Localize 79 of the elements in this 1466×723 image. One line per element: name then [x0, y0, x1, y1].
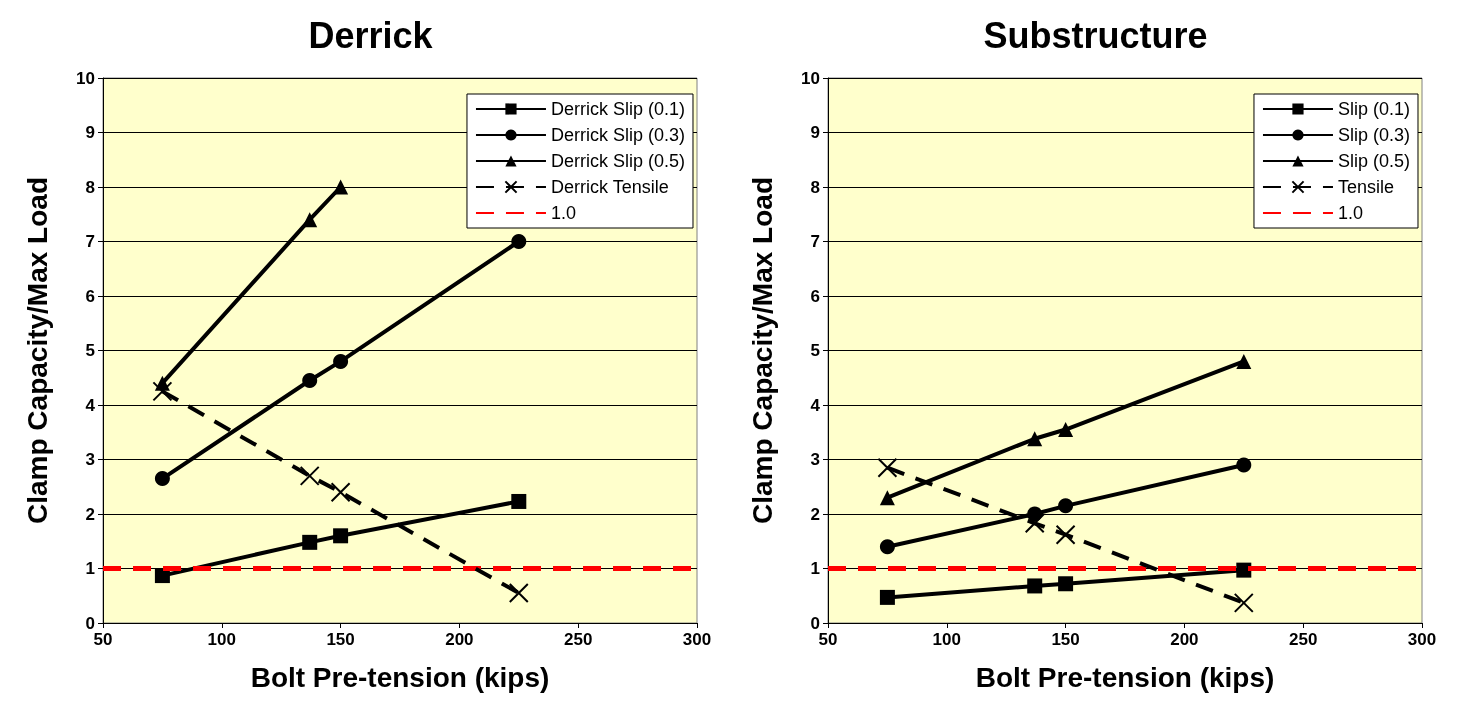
y-tick-label: 10: [76, 68, 95, 88]
y-axis-title: Clamp Capacity/Max Load: [21, 177, 53, 524]
x-tick-label: 50: [818, 630, 838, 649]
point: [1236, 457, 1252, 473]
x-tick-label: 200: [445, 630, 474, 649]
legend-label: 1.0: [550, 203, 577, 223]
x-tick-label: 250: [1289, 630, 1318, 649]
y-tick-label: 2: [85, 504, 95, 524]
point: [1027, 578, 1043, 594]
legend-label: Slip (0.3): [1337, 125, 1410, 145]
chart-title: Substructure: [983, 14, 1208, 56]
point: [1058, 422, 1074, 438]
y-tick-label: 10: [801, 68, 820, 88]
point: [879, 539, 895, 555]
point: [302, 372, 318, 388]
y-tick-label: 3: [85, 450, 95, 469]
y-tick-label: 0: [810, 613, 820, 633]
x-tick-label: 200: [1170, 630, 1199, 649]
legend-label: Derrick Tensile: [550, 177, 669, 197]
legend-label: 1.0: [1337, 203, 1363, 223]
y-tick-label: 4: [85, 395, 96, 415]
y-tick-label: 9: [810, 123, 820, 142]
point: [877, 457, 898, 478]
y-tick-label: 0: [85, 613, 95, 633]
point: [1027, 431, 1043, 447]
x-tick-label: 150: [326, 630, 355, 649]
point: [1236, 562, 1252, 578]
y-tick-label: 3: [810, 450, 820, 469]
point: [333, 353, 349, 369]
point: [333, 528, 349, 544]
point: [154, 568, 170, 584]
legend-label: Slip (0.5): [1337, 151, 1410, 171]
point: [333, 179, 349, 195]
y-tick-label: 8: [810, 177, 820, 197]
point: [879, 490, 895, 506]
y-axis-title: Clamp Capacity/Max Load: [746, 177, 778, 524]
x-tick-label: 100: [207, 630, 236, 649]
x-tick-label: 300: [1407, 630, 1437, 649]
point: [508, 583, 529, 604]
point: [879, 589, 895, 605]
y-tick-label: 7: [85, 232, 95, 251]
legend-label: Slip (0.1): [1337, 99, 1410, 119]
legend-label: Derrick Slip (0.1): [550, 99, 686, 119]
y-tick-label: 8: [85, 177, 95, 197]
x-tick-label: 300: [682, 630, 712, 649]
x-tick-label: 150: [1051, 630, 1080, 649]
point: [1233, 592, 1254, 613]
y-tick-label: 6: [810, 286, 820, 306]
y-tick-label: 5: [85, 341, 95, 360]
legend-label: Derrick Slip (0.5): [550, 151, 686, 171]
y-tick-label: 9: [85, 123, 95, 142]
point: [330, 482, 351, 503]
y-tick-label: 6: [85, 286, 95, 306]
point: [511, 234, 527, 249]
x-axis-title: Bolt Pre-tension (kips): [975, 661, 1275, 693]
point: [1055, 524, 1076, 545]
y-tick-label: 4: [810, 395, 821, 415]
point: [302, 212, 318, 228]
y-tick-label: 7: [810, 232, 820, 251]
point: [1024, 513, 1045, 534]
legend-label: Tensile: [1337, 177, 1394, 197]
y-tick-label: 1: [810, 559, 820, 578]
point: [299, 465, 320, 486]
y-tick-label: 1: [85, 559, 95, 578]
point: [1236, 353, 1252, 369]
x-tick-label: 50: [93, 630, 113, 649]
chart-title: Derrick: [308, 14, 434, 56]
x-axis-title: Bolt Pre-tension (kips): [250, 661, 550, 693]
y-tick-label: 2: [810, 504, 820, 524]
point: [1058, 576, 1074, 592]
point: [154, 471, 170, 487]
point: [302, 534, 318, 550]
x-tick-label: 100: [932, 630, 961, 649]
point: [152, 381, 173, 402]
y-tick-label: 5: [810, 341, 820, 360]
x-tick-label: 250: [564, 630, 593, 649]
point: [1058, 498, 1074, 514]
legend-label: Derrick Slip (0.3): [550, 125, 686, 145]
point: [511, 493, 527, 509]
